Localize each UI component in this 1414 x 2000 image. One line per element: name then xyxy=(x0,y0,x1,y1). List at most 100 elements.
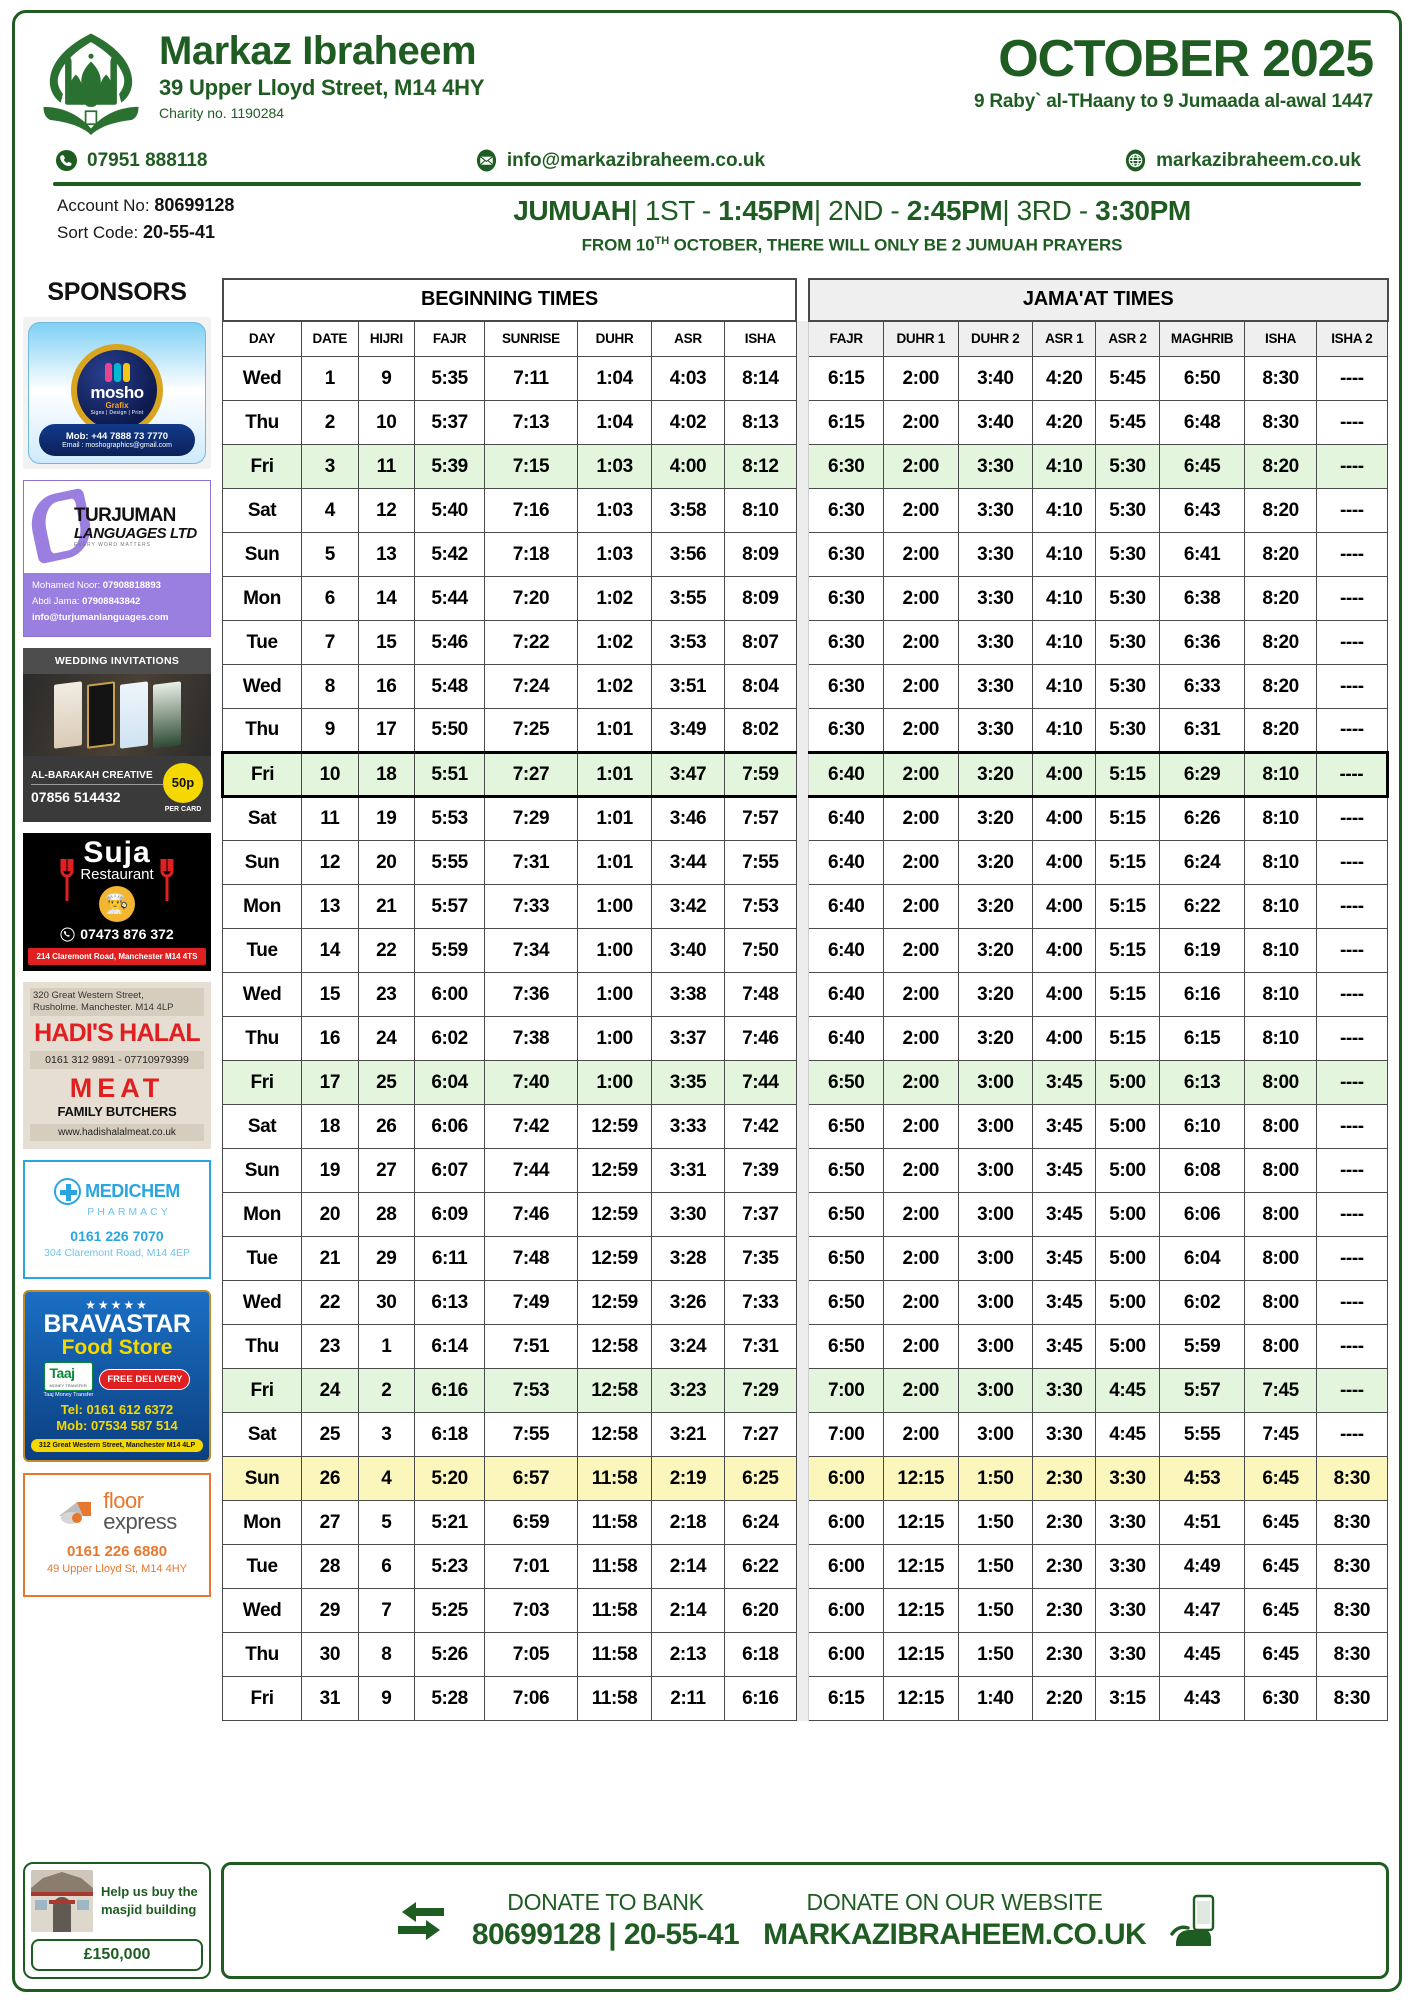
jumuah-sep-3: | xyxy=(1002,195,1010,226)
cell-jamaat-asr2: 5:00 xyxy=(1095,1104,1160,1150)
wedding-phone: 07856 514432 xyxy=(31,789,121,806)
cell-jamaat-asr1: 3:45 xyxy=(1032,1280,1097,1326)
cell-begin-asr: 3:31 xyxy=(651,1148,725,1194)
cell-begin-isha: 7:50 xyxy=(723,928,797,974)
wedding-card-3 xyxy=(119,680,148,749)
al-barakah-creative-ad[interactable]: WEDDING INVITATIONS AL-BARAKAH CREATIVE … xyxy=(23,647,211,822)
bravastar-tel: Tel: 0161 612 6372 xyxy=(60,1401,174,1417)
brand-block: Markaz Ibraheem 39 Upper Lloyd Street, M… xyxy=(37,27,485,135)
cell-jamaat-duhr1: 2:00 xyxy=(882,708,959,754)
cell-begin-fajr: 5:59 xyxy=(414,928,486,974)
masjid-fundraiser-box[interactable]: Help us buy the masjid building £150,000 xyxy=(23,1862,211,1979)
cell-jamaat-fajr: 6:40 xyxy=(808,928,884,974)
cell-jamaat-isha: 8:00 xyxy=(1244,1236,1317,1282)
wedding-price-badge: 50p xyxy=(163,762,203,803)
cell-jamaat-fajr: 6:30 xyxy=(808,576,884,622)
cell-jamaat-maghrib: 4:53 xyxy=(1158,1456,1246,1502)
bravastar-food-store-ad[interactable]: ★★★★★ BRAVASTAR Food Store Taaj MONEY TR… xyxy=(23,1289,211,1463)
donate-box[interactable]: DONATE TO BANK 80699128 | 20-55-41 DONAT… xyxy=(221,1862,1389,1979)
cell-jamaat-asr2: 5:15 xyxy=(1095,1016,1160,1062)
cell-jamaat-duhr2: 3:40 xyxy=(957,400,1034,446)
cell-jamaat-isha2: 8:30 xyxy=(1315,1676,1389,1722)
cell-jamaat-asr1: 2:30 xyxy=(1032,1632,1097,1678)
cell-jamaat-isha: 6:45 xyxy=(1244,1544,1317,1590)
cell-hijri: 15 xyxy=(357,620,416,666)
cell-jamaat-fajr: 6:40 xyxy=(808,840,884,886)
turjuman-languages-ad[interactable]: TURJUMAN LANGUAGES LTD EVERY WORD MATTER… xyxy=(23,479,211,637)
account-label: Account No: xyxy=(57,196,150,215)
donate-bank-block[interactable]: DONATE TO BANK 80699128 | 20-55-41 xyxy=(472,1889,740,1952)
table-row: Sun 19 27 6:07 7:44 12:59 3:31 7:39 6:50 2:00 3:00… xyxy=(221,1148,1389,1194)
cell-jamaat-duhr2: 3:00 xyxy=(957,1280,1034,1326)
cell-date: 21 xyxy=(301,1236,359,1282)
cell-day: Tue xyxy=(221,620,303,666)
contact-website[interactable]: markazibraheem.co.uk xyxy=(973,149,1367,172)
cell-begin-isha: 7:44 xyxy=(723,1060,797,1106)
cell-date: 18 xyxy=(301,1104,359,1150)
cell-day: Wed xyxy=(221,1280,303,1326)
cell-hijri: 3 xyxy=(357,1412,416,1458)
cell-begin-fajr: 6:11 xyxy=(414,1236,486,1282)
cell-begin-sunrise: 7:44 xyxy=(484,1148,578,1194)
mosho-bars-icon xyxy=(104,363,130,383)
cell-begin-asr: 2:11 xyxy=(651,1676,725,1722)
cell-date: 22 xyxy=(301,1280,359,1326)
medichem-pharmacy-ad[interactable]: MEDICHEM PHARMACY 0161 226 7070 304 Clar… xyxy=(23,1159,211,1279)
fork-right-icon xyxy=(160,859,174,902)
cell-jamaat-maghrib: 6:45 xyxy=(1158,444,1246,490)
contact-email[interactable]: info@markazibraheem.co.uk xyxy=(475,149,974,172)
website-url: markazibraheem.co.uk xyxy=(1156,149,1361,171)
table-row: Sat 4 12 5:40 7:16 1:03 3:58 8:10 6:30 2:00 3:30 4:… xyxy=(221,488,1389,534)
cell-jamaat-maghrib: 6:50 xyxy=(1158,356,1246,402)
suja-brand: Suja xyxy=(83,835,151,869)
hadis-halal-meat-ad[interactable]: 320 Great Western Street, Rusholme. Manc… xyxy=(23,982,211,1149)
cell-jamaat-isha: 8:20 xyxy=(1244,620,1317,666)
cell-jamaat-asr2: 5:30 xyxy=(1095,488,1160,534)
cell-begin-asr: 3:47 xyxy=(651,751,725,799)
floor-phone: 0161 226 6880 xyxy=(66,1542,168,1560)
cell-date: 3 xyxy=(301,444,359,490)
cell-begin-sunrise: 7:16 xyxy=(484,488,578,534)
cell-hijri: 16 xyxy=(357,664,416,710)
column-gap xyxy=(795,928,810,973)
cell-begin-duhr: 12:58 xyxy=(576,1412,653,1458)
wedding-card-2 xyxy=(86,680,115,749)
cell-hijri: 2 xyxy=(357,1368,416,1414)
floor-express-ad[interactable]: floor express 0161 226 6880 49 Upper Llo… xyxy=(23,1473,211,1597)
contact-phone[interactable]: 07951 888118 xyxy=(55,149,475,172)
cell-begin-fajr: 6:00 xyxy=(414,972,486,1018)
cell-jamaat-isha2: 8:30 xyxy=(1315,1544,1389,1590)
cell-hijri: 22 xyxy=(357,928,416,974)
cell-begin-duhr: 1:03 xyxy=(576,532,653,578)
mosho-grafix-ad[interactable]: mosho Grafix Signs | Design | Print Mob:… xyxy=(23,316,211,469)
taaj-logo-icon: Taaj MONEY TRANSFER xyxy=(43,1361,94,1391)
cell-jamaat-duhr2: 3:30 xyxy=(957,488,1034,534)
cell-date: 29 xyxy=(301,1588,359,1634)
cell-day: Sun xyxy=(221,1148,303,1194)
cell-hijri: 29 xyxy=(357,1236,416,1282)
jumuah-title: JUMUAH xyxy=(513,195,631,226)
cell-begin-duhr: 1:01 xyxy=(576,840,653,886)
hand-holding-phone-icon xyxy=(1170,1894,1215,1946)
cell-day: Wed xyxy=(221,356,303,402)
cell-jamaat-isha: 8:10 xyxy=(1244,972,1317,1018)
donate-website-block[interactable]: DONATE ON OUR WEBSITE MARKAZIBRAHEEM.CO.… xyxy=(763,1889,1147,1952)
wedding-brand-block: AL-BARAKAH CREATIVE 07856 514432 xyxy=(31,770,163,805)
header-divider xyxy=(53,182,1361,186)
cell-jamaat-asr2: 3:30 xyxy=(1095,1632,1160,1678)
cell-jamaat-duhr2: 1:50 xyxy=(957,1632,1034,1678)
cell-begin-sunrise: 7:34 xyxy=(484,928,578,974)
account-line: Account No: 80699128 xyxy=(57,195,357,216)
jumuah-times-line: JUMUAH| 1ST - 1:45PM| 2ND - 2:45PM| 3RD … xyxy=(357,195,1347,227)
turjuman-contact-2: Abdi Jama: 07908843842 xyxy=(32,596,202,607)
cell-jamaat-duhr1: 12:15 xyxy=(882,1588,959,1634)
cell-jamaat-duhr2: 3:30 xyxy=(957,532,1034,578)
cell-jamaat-asr1: 4:00 xyxy=(1032,796,1097,842)
hadi-address-1: 320 Great Western Street, xyxy=(33,990,144,1002)
cell-jamaat-maghrib: 6:26 xyxy=(1158,796,1246,842)
cell-date: 5 xyxy=(301,532,359,578)
cell-begin-asr: 3:49 xyxy=(651,708,725,754)
suja-restaurant-ad[interactable]: Suja Restaurant 👨‍🍳 07473 876 372 2 xyxy=(23,832,211,972)
cell-begin-asr: 2:19 xyxy=(651,1456,725,1502)
